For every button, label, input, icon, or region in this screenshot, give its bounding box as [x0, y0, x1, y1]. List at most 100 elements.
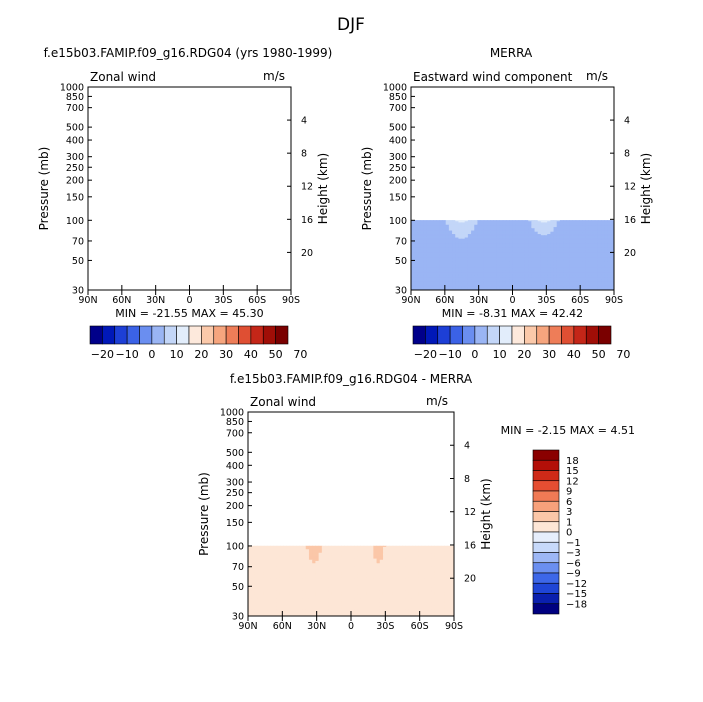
- y-tick-label: 500: [389, 123, 407, 134]
- colorbar-swatch: [585, 325, 599, 345]
- colorbar-label: 9: [566, 487, 572, 498]
- y2-axis-label: Height (km): [639, 153, 653, 224]
- y2-tick-label: 8: [464, 474, 470, 485]
- y-tick-label: 500: [226, 448, 244, 459]
- y-tick-label: 300: [226, 478, 244, 489]
- colorbar-swatch: [176, 325, 190, 345]
- y-tick-label: 200: [226, 501, 244, 512]
- colorbar-swatch: [532, 603, 560, 615]
- colorbar-swatch: [139, 325, 153, 345]
- y2-tick-label: 4: [301, 116, 307, 127]
- colorbar-label: 40: [567, 348, 581, 361]
- colorbar-swatch: [511, 325, 525, 345]
- y2-tick-label: 4: [624, 116, 630, 127]
- colorbar-swatch: [102, 325, 116, 345]
- y2-tick-label: 12: [624, 182, 636, 193]
- y-tick-label: 850: [389, 92, 407, 103]
- colorbar-label: 3: [566, 507, 572, 518]
- y2-tick-label: 8: [624, 149, 630, 160]
- y2-axis-label: Height (km): [316, 153, 330, 224]
- x-tick-label: 90S: [445, 621, 463, 632]
- colorbar-swatch: [532, 449, 560, 461]
- colorbar-label: 0: [566, 528, 572, 539]
- page-title: DJF: [337, 15, 365, 35]
- colorbar-label: 1: [566, 517, 572, 528]
- colorbar-swatch: [532, 541, 560, 553]
- colorbar-model: −20 −10 0 10 20 30 40 50 70: [89, 325, 307, 361]
- y-tick-label: 30: [232, 612, 244, 623]
- colorbar-merra: −20 −10 0 10 20 30 40 50 70: [412, 325, 630, 361]
- panel-merra: MERRA Eastward wind component m/s 30 50 70 100…: [360, 46, 653, 320]
- colorbar-swatch: [499, 325, 513, 345]
- x-tick-label: 60N: [112, 295, 131, 306]
- colorbar-swatch: [275, 325, 289, 345]
- y-tick-label: 400: [226, 461, 244, 472]
- x-tick-label: 90N: [78, 295, 97, 306]
- y-tick-label: 1000: [220, 408, 244, 419]
- colorbar-swatch: [532, 552, 560, 564]
- colorbar-label: −10: [116, 348, 139, 361]
- colorbar-swatch: [412, 325, 426, 345]
- x-tick-label: 90N: [401, 295, 420, 306]
- panel-stats: MIN = -8.31 MAX = 42.42: [442, 307, 583, 320]
- colorbar-label: 50: [269, 348, 283, 361]
- colorbar-swatch: [449, 325, 463, 345]
- y-tick-label: 50: [395, 256, 407, 267]
- x-tick-label: 30N: [469, 295, 488, 306]
- x-tick-label: 0: [509, 295, 515, 306]
- y-tick-label: 300: [66, 152, 84, 163]
- colorbar-label: −20: [91, 348, 114, 361]
- panel-stats: MIN = -21.55 MAX = 45.30: [115, 307, 263, 320]
- colorbar-label: −10: [439, 348, 462, 361]
- colorbar-swatch: [486, 325, 500, 345]
- y2-tick-label: 8: [301, 149, 307, 160]
- y-tick-label: 30: [72, 286, 84, 297]
- y2-tick-label: 16: [464, 540, 476, 551]
- field-shading: [248, 545, 454, 616]
- colorbar-swatch: [114, 325, 128, 345]
- colorbar-swatch: [532, 511, 560, 523]
- colorbar-swatch: [548, 325, 562, 345]
- x-tick-label: 30S: [537, 295, 555, 306]
- colorbar-label: 30: [542, 348, 556, 361]
- y2-tick-label: 4: [464, 441, 470, 452]
- colorbar-swatch: [532, 490, 560, 502]
- colorbar-label: −12: [566, 579, 587, 590]
- colorbar-label: 30: [219, 348, 233, 361]
- panel-stats: MIN = -2.15 MAX = 4.51: [501, 424, 635, 437]
- y-axis-label: Pressure (mb): [360, 147, 374, 231]
- y-tick-label: 700: [226, 428, 244, 439]
- plot-frame: [87, 86, 292, 291]
- colorbar-label: −3: [566, 548, 581, 559]
- colorbar-label: 15: [566, 466, 579, 477]
- colorbar-label: 10: [493, 348, 507, 361]
- colorbar-swatch: [532, 480, 560, 492]
- colorbar-swatch: [532, 582, 560, 594]
- y-tick-label: 150: [389, 192, 407, 203]
- colorbar-swatch: [151, 325, 165, 345]
- x-tick-label: 60S: [571, 295, 589, 306]
- colorbar-swatch: [225, 325, 239, 345]
- y-tick-label: 50: [232, 582, 244, 593]
- y2-tick-label: 20: [301, 248, 313, 259]
- colorbar-swatch: [532, 531, 560, 543]
- y-tick-label: 850: [66, 92, 84, 103]
- colorbar-label: 12: [566, 476, 579, 487]
- colorbar-swatch: [201, 325, 215, 345]
- colorbar-swatch: [561, 325, 575, 345]
- x-tick-label: 30N: [307, 621, 326, 632]
- colorbar-swatch: [524, 325, 538, 345]
- colorbar-label: 40: [244, 348, 258, 361]
- y-tick-label: 250: [66, 163, 84, 174]
- colorbar-label: 0: [148, 348, 155, 361]
- y-tick-label: 70: [232, 562, 244, 573]
- colorbar-swatch: [163, 325, 177, 345]
- panel-model: f.e15b03.FAMIP.f09_g16.RDG04 (yrs 1980-1…: [37, 46, 332, 320]
- y-tick-label: 850: [226, 417, 244, 428]
- colorbar-swatch: [532, 459, 560, 471]
- y-tick-label: 70: [72, 236, 84, 247]
- colorbar-swatch: [238, 325, 252, 345]
- panel-difference: f.e15b03.FAMIP.f09_g16.RDG04 - MERRA Zona…: [197, 372, 635, 632]
- y-tick-label: 50: [72, 256, 84, 267]
